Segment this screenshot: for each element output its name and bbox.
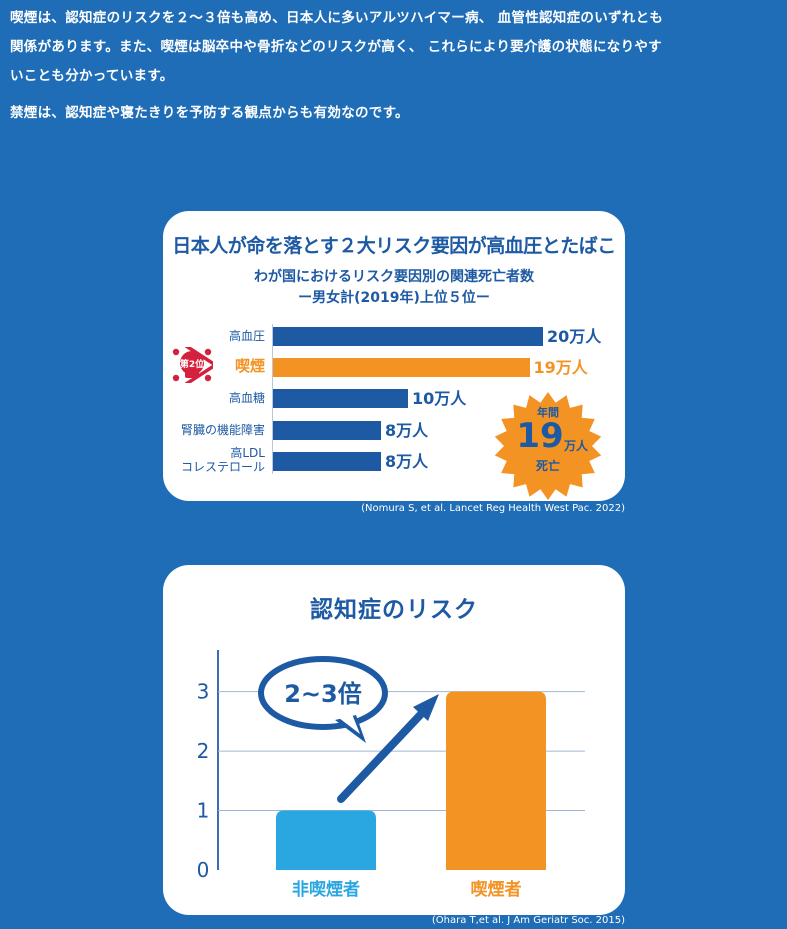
chart2-tick-label: 0 [197, 858, 210, 882]
chart1-value-label: 10万人 [412, 389, 467, 408]
chart1-axis [272, 324, 273, 474]
callout-bottom: 死亡 [535, 459, 560, 473]
intro-line-3: いことも分かっています。 [10, 68, 174, 84]
dementia-risk-chart-card: 認知症のリスク 0 1 2 3 非喫煙者 喫煙者 2~3倍 [163, 565, 625, 915]
chart1-value-label: 19万人 [533, 358, 588, 377]
chart1-bar [273, 327, 543, 346]
chart1-value-label: 8万人 [385, 421, 429, 440]
speech-bubble [258, 656, 388, 730]
chart1-bar [273, 452, 381, 471]
callout-top: 年間 [537, 406, 559, 419]
chart2-source: (Ohara T,et al. J Am Geriatr Soc. 2015) [431, 915, 625, 926]
badge-text: 第2位 [180, 358, 204, 370]
chart1-bar [273, 389, 408, 408]
chart1-category-label: 高LDL コレステロール [180, 446, 265, 474]
speech-bubble-tail-fill [339, 714, 360, 734]
chart2-tick-label: 1 [197, 799, 210, 823]
chart2-svg: 0 1 2 3 非喫煙者 喫煙者 2~3倍 [197, 650, 585, 900]
arrow-head-icon [413, 694, 439, 721]
chart1-value-label: 20万人 [547, 327, 602, 346]
chart2-bar [276, 810, 376, 870]
intro-line-4: 禁煙は、認知症や寝たきりを予防する観点からも有効なのです。 [10, 105, 409, 121]
chart1-subtitle-1: わが国におけるリスク要因別の関連死亡者数 [254, 269, 534, 285]
callout-number: 19 [516, 416, 564, 456]
chart1-source: (Nomura S, et al. Lancet Reg Health West… [361, 503, 625, 514]
skull-badge-icon: 第2位 [172, 347, 213, 383]
intro-line-1: 喫煙は、認知症のリスクを２～３倍も高め、日本人に多いアルツハイマー病、 血管性認… [10, 10, 664, 26]
risk-factor-chart-card: 日本人が命を落とす２大リスク要因が高血圧とたばこ わが国におけるリスク要因別の関… [163, 211, 625, 501]
speech-bubble-text: 2~3倍 [284, 680, 362, 708]
intro-text: 喫煙は、認知症のリスクを２～３倍も高め、日本人に多いアルツハイマー病、 血管性認… [10, 4, 780, 128]
chart1-value-label: 8万人 [385, 452, 429, 471]
chart1-subtitle-2: ー男女計(2019年)上位５位ー [298, 290, 490, 306]
chart2-title: 認知症のリスク [310, 597, 478, 623]
speech-bubble-tail [335, 715, 366, 743]
callout-unit: 万人 [564, 439, 589, 453]
chart1-bar [273, 358, 530, 377]
chart1-category-label: 喫煙 [234, 357, 265, 375]
chart2-tick-label: 2 [197, 739, 210, 763]
intro-line-2: 関係があります。また、喫煙は脳卒中や骨折などのリスクが高く、 これらにより要介護… [10, 39, 662, 55]
chart2-arrow [337, 708, 427, 803]
chart1-title: 日本人が命を落とす２大リスク要因が高血圧とたばこ [172, 235, 616, 257]
starburst-callout [494, 392, 602, 500]
chart2-category-label: 非喫煙者 [292, 879, 360, 900]
chart2-tick-label: 3 [197, 680, 210, 704]
chart2-category-label: 喫煙者 [471, 879, 522, 900]
chart1-category-label: 高血圧 [228, 329, 265, 343]
chart1-category-label: 高血糖 [228, 391, 265, 405]
chart1-bar [273, 421, 381, 440]
chart1-category-label: 腎臓の機能障害 [180, 423, 265, 437]
chart2-bar [446, 691, 546, 870]
